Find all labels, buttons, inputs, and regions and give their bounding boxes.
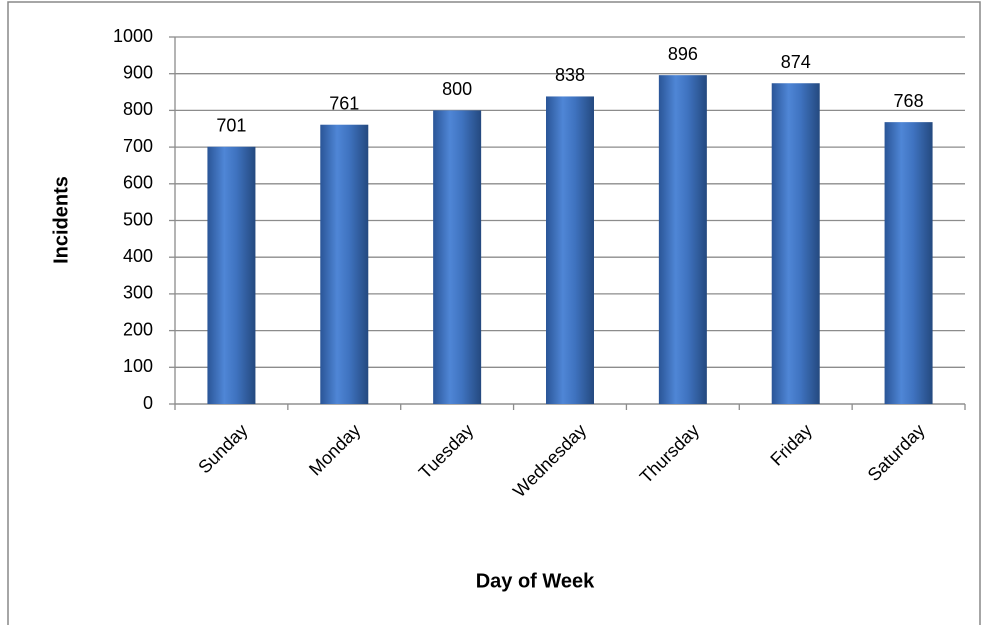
x-tick-label: Saturday bbox=[864, 420, 929, 485]
bar bbox=[658, 75, 707, 404]
data-label: 800 bbox=[442, 79, 472, 99]
y-tick-label: 300 bbox=[123, 283, 153, 303]
y-tick-label: 600 bbox=[123, 173, 153, 193]
chart-frame bbox=[7, 1, 981, 625]
y-tick-label: 900 bbox=[123, 62, 153, 82]
bar bbox=[884, 122, 933, 405]
x-tick-label: Monday bbox=[305, 420, 364, 479]
y-tick-label: 400 bbox=[123, 246, 153, 266]
bar bbox=[433, 110, 482, 405]
y-tick-label: 100 bbox=[123, 356, 153, 376]
bar bbox=[320, 124, 369, 404]
data-label: 896 bbox=[668, 44, 698, 64]
data-label: 761 bbox=[329, 93, 359, 113]
x-tick-label: Wednesday bbox=[509, 420, 590, 501]
y-tick-label: 1000 bbox=[113, 26, 153, 46]
bar bbox=[207, 146, 256, 404]
x-tick-label: Tuesday bbox=[415, 420, 477, 482]
x-tick-label: Thursday bbox=[636, 420, 703, 487]
x-axis-title: Day of Week bbox=[476, 570, 595, 592]
data-label: 701 bbox=[216, 115, 246, 135]
y-tick-label: 500 bbox=[123, 209, 153, 229]
data-label: 838 bbox=[555, 65, 585, 85]
y-tick-label: 800 bbox=[123, 99, 153, 119]
y-tick-label: 200 bbox=[123, 319, 153, 339]
data-label: 874 bbox=[781, 52, 811, 72]
bar bbox=[771, 83, 820, 404]
bar bbox=[546, 96, 594, 404]
y-tick-label: 0 bbox=[143, 393, 153, 413]
x-tick-label: Friday bbox=[766, 420, 816, 470]
y-tick-label: 700 bbox=[123, 136, 153, 156]
y-axis-title: Incidents bbox=[50, 176, 72, 264]
data-label: 768 bbox=[894, 91, 924, 111]
x-tick-label: Sunday bbox=[194, 420, 251, 477]
